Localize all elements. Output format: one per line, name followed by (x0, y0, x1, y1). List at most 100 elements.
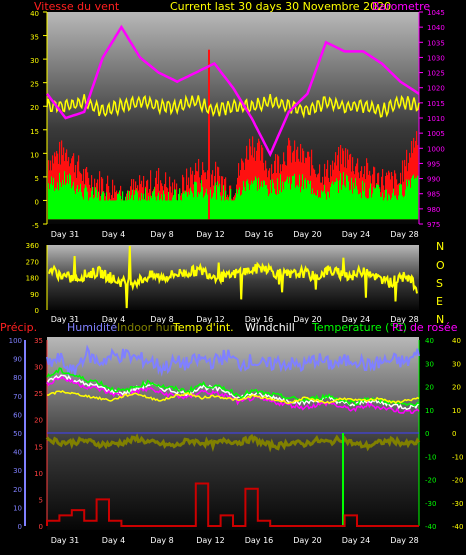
precip-line (46, 482, 419, 527)
humidity-tick-label: 20 (13, 486, 22, 494)
wind-avg-bar (171, 200, 173, 220)
wind-avg-bar (254, 180, 256, 220)
legend-humidity: Humidité (67, 321, 117, 334)
wind-avg-bar (225, 190, 227, 220)
wind-avg-bar (56, 188, 58, 220)
wind-avg-bar (250, 184, 252, 220)
wind-speed-line (46, 93, 420, 119)
wind-avg-bar (109, 198, 111, 220)
wind-avg-bar (393, 188, 395, 220)
wind-avg-bar (368, 198, 370, 220)
x-tick-label: Day 4 (102, 315, 125, 324)
wind-avg-bar (216, 199, 218, 220)
wind-avg-bar (175, 189, 177, 220)
x-tick-label: Day 16 (245, 230, 274, 239)
wind-avg-bar (371, 197, 373, 220)
wind-avg-bar (327, 191, 329, 220)
wind-gust-bar (318, 173, 320, 220)
legend-temperature: Temperature (°C) (311, 321, 407, 334)
wind-gust-bar (394, 170, 396, 220)
wind-avg-bar (67, 174, 69, 220)
wind-speed-label: Vitesse du vent (34, 0, 120, 13)
wind-avg-bar (151, 197, 153, 220)
wind-avg-bar (60, 182, 62, 220)
wind-avg-bar (86, 187, 88, 220)
wind-gust-bar (150, 170, 152, 220)
wind-avg-bar (282, 181, 284, 220)
wind-avg-bar (62, 179, 64, 220)
wind-avg-bar (244, 186, 246, 220)
x-tick-label: Day 28 (390, 315, 419, 324)
wind-avg-bar (214, 185, 216, 220)
wind-avg-bar (148, 196, 150, 220)
wind-avg-bar (90, 197, 92, 220)
right-tick-label: 1010 (427, 115, 445, 123)
wind-avg-bar (302, 174, 304, 220)
wind-avg-bar (75, 193, 77, 220)
wind-avg-bar (210, 189, 212, 220)
wind-gust-bar (269, 168, 271, 220)
legend-precip: Précip. (0, 321, 37, 334)
wind-avg-bar (337, 180, 339, 220)
wind-avg-bar (349, 190, 351, 220)
wind-avg-bar (248, 183, 250, 220)
wind-avg-bar (385, 189, 387, 220)
wind-avg-bar (131, 195, 133, 220)
wind-avg-bar (64, 171, 66, 220)
wind-avg-bar (74, 190, 76, 220)
wind-gust-bar (133, 179, 135, 220)
right-tick-label: 1020 (427, 85, 445, 93)
x-tick-label: Day 24 (342, 230, 371, 239)
wind-avg-bar (133, 200, 135, 220)
wind-avg-bar (408, 179, 410, 220)
wind-avg-bar (110, 200, 112, 220)
wind-avg-bar (312, 188, 314, 220)
wind-avg-bar (146, 200, 148, 220)
wind-avg-bar (386, 189, 388, 220)
wind-avg-bar (114, 200, 116, 220)
right-tick-label: 1035 (427, 39, 445, 47)
wind-avg-bar (275, 193, 277, 220)
wind-avg-bar (159, 200, 161, 220)
wind-avg-bar (119, 190, 121, 220)
humidity-tick-label: 30 (13, 467, 22, 475)
wind-avg-bar (194, 181, 196, 220)
x-tick-label: Day 4 (102, 536, 125, 545)
wind-avg-bar (182, 193, 184, 220)
wind-avg-bar (255, 176, 257, 220)
left-tick-label: 15 (30, 128, 39, 136)
wind-gust-bar (367, 162, 369, 220)
wind-avg-bar (267, 188, 269, 220)
wind-avg-bar (190, 187, 192, 220)
humidity-tick-label: 80 (13, 374, 22, 382)
wind-avg-bar (376, 184, 378, 220)
humidity-tick-label: 40 (13, 449, 22, 457)
wind-avg-bar (193, 197, 195, 220)
wind-avg-bar (322, 192, 324, 220)
wind-gust-bar (262, 147, 264, 220)
wind-avg-bar (50, 183, 52, 220)
right-tick-label: 995 (427, 160, 440, 168)
right-tick-label: 1030 (427, 54, 445, 62)
left-tick-label: 20 (30, 104, 39, 112)
temp-tick-label-outer: -30 (452, 500, 463, 508)
wind-avg-bar (404, 195, 406, 220)
wind-avg-bar (121, 200, 123, 220)
wind-avg-bar (380, 196, 382, 220)
wind-avg-bar (332, 181, 334, 220)
wind-avg-bar (138, 200, 140, 220)
wind-avg-bar (169, 200, 171, 220)
wind-gust-bar (387, 175, 389, 220)
wind-avg-bar (256, 178, 258, 220)
wind-gust-bar (313, 168, 315, 220)
wind-avg-bar (364, 182, 366, 220)
wind-avg-bar (97, 197, 99, 220)
wind-avg-bar (61, 186, 63, 220)
wind-avg-bar (313, 194, 315, 220)
wind-avg-bar (89, 197, 91, 220)
wind-avg-bar (230, 188, 232, 220)
wind-barometer-chart: 40 35 30 25 20 15 10 5 0 -5 1045 1040 1035 1030 1025 10… (30, 9, 445, 239)
wind-avg-bar (79, 189, 81, 220)
wind-avg-bar (236, 189, 238, 220)
wind-avg-bar (346, 174, 348, 220)
